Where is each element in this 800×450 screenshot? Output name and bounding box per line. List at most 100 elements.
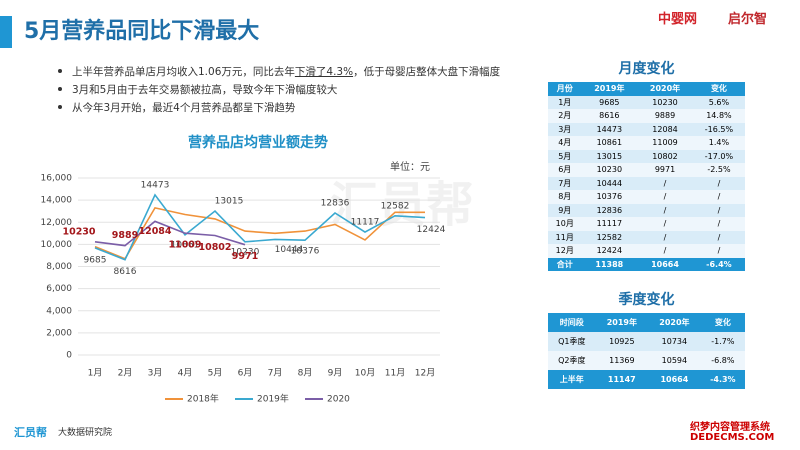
- cell: /: [692, 203, 745, 217]
- bullet-text: ，低于母婴店整体大盘下滑幅度: [353, 66, 501, 78]
- cell: 11147: [595, 370, 649, 389]
- cell: -1.7%: [700, 332, 745, 351]
- x-tick-label: 12月: [415, 368, 435, 379]
- bullet-text: 3月和5月由于去年交易额被拉高，导致今年下滑幅度较大: [72, 84, 338, 96]
- table-row: Q2季度 11369 10594 -6.8%: [548, 351, 745, 370]
- cell: 3月: [548, 122, 582, 136]
- cell: 10664: [637, 257, 693, 271]
- cell: 10月: [548, 217, 582, 231]
- x-tick-label: 11月: [385, 368, 405, 379]
- cell: 10230: [637, 95, 693, 109]
- y-tick-label: 2,000: [46, 328, 72, 338]
- watermark: DEDECMS.COM: [690, 432, 775, 443]
- cell: 12084: [637, 122, 693, 136]
- cell: 9月: [548, 203, 582, 217]
- quarterly-table: 时间段 2019年 2020年 变化 Q1季度 10925 10734 -1.7% Q2季度 11…: [548, 313, 745, 389]
- data-label: 9971: [232, 251, 258, 262]
- table-row: 6月 10230 9971 -2.5%: [548, 163, 745, 177]
- table-row: 合计 11388 10664 -6.4%: [548, 257, 745, 271]
- series-line: [94, 220, 246, 247]
- table-row: 8月 10376//: [548, 190, 745, 204]
- monthly-table: 月份 2019年 2020年 变化 1月 9685 10230 5.6% 2月 8616 9889 1…: [548, 82, 745, 271]
- data-label: 10802: [198, 242, 231, 253]
- cell: /: [692, 176, 745, 190]
- data-label: 12836: [321, 199, 350, 209]
- cell: 1月: [548, 95, 582, 109]
- data-label: 9685: [84, 255, 107, 265]
- cell: /: [692, 244, 745, 258]
- data-label: 11009: [168, 240, 201, 251]
- cell: 11009: [637, 136, 693, 150]
- table-row: 3月 14473 12084 -16.5%: [548, 122, 745, 136]
- x-tick-label: 2月: [118, 368, 133, 379]
- data-label: 10230: [62, 226, 95, 237]
- cell: 11117: [581, 217, 638, 231]
- cell: -2.5%: [692, 163, 745, 177]
- y-tick-label: 0: [66, 351, 72, 361]
- data-label: 10444: [275, 245, 304, 255]
- bullet: 上半年营养品单店月均收入1.06万元，同比去年下滑了4.3%，低于母婴店整体大盘…: [72, 64, 500, 79]
- y-tick-label: 4,000: [46, 306, 72, 316]
- cell: 10444: [581, 176, 638, 190]
- series-line: [94, 193, 426, 261]
- table-row: 12月 12424//: [548, 244, 745, 258]
- table-header: 时间段 2019年 2020年 变化: [548, 313, 745, 332]
- header-cell: 2020年: [637, 82, 693, 96]
- table-header: 月份 2019年 2020年 变化: [548, 82, 745, 96]
- cell: 4月: [548, 136, 582, 150]
- x-tick-label: 6月: [238, 368, 253, 379]
- data-label: 12424: [417, 225, 446, 235]
- cell: 14473: [581, 122, 638, 136]
- cell: 10376: [581, 190, 638, 204]
- data-label: 9889: [112, 230, 138, 241]
- table-title: 季度变化: [618, 292, 675, 308]
- x-tick-label: 5月: [208, 368, 223, 379]
- cell: 10802: [637, 149, 693, 163]
- title-block: [0, 16, 12, 48]
- cell: 10734: [648, 332, 701, 351]
- cell: 10925: [595, 332, 649, 351]
- bullet-dot: [58, 69, 62, 73]
- bullet: 从今年3月开始，最近4个月营养品都呈下滑趋势: [72, 100, 295, 115]
- cell: -17.0%: [692, 149, 745, 163]
- cell: 11月: [548, 230, 582, 244]
- cell: 11369: [595, 351, 649, 370]
- cell: 合计: [548, 257, 582, 271]
- cell: 7月: [548, 176, 582, 190]
- footer-org: 大数据研究院: [58, 428, 113, 438]
- table-row: 9月 12836//: [548, 203, 745, 217]
- y-tick-label: 10,000: [41, 240, 73, 250]
- data-label: 10861: [171, 240, 200, 250]
- unit-label: 单位：元: [390, 160, 430, 173]
- cell: 8月: [548, 190, 582, 204]
- cell: 9685: [581, 95, 638, 109]
- chart: 营养品店均营业额走势 单位：元 0 2,000 4,000 6,000 8,000 10,…: [41, 134, 446, 405]
- legend-label: 2020: [327, 395, 350, 405]
- cell: 10230: [581, 163, 638, 177]
- cell: 14.8%: [692, 109, 745, 123]
- cell: 10861: [581, 136, 638, 150]
- x-tick-label: 9月: [328, 368, 343, 379]
- cell: Q1季度: [548, 332, 596, 351]
- footer-brand: 汇员帮: [14, 426, 47, 439]
- table-row: 11月 12582//: [548, 230, 745, 244]
- cell: /: [692, 190, 745, 204]
- x-tick-label: 3月: [148, 368, 163, 379]
- cell: 5月: [548, 149, 582, 163]
- data-label: 12084: [138, 226, 171, 237]
- y-tick-label: 14,000: [41, 196, 73, 206]
- cell: 12月: [548, 244, 582, 258]
- cell: 12582: [581, 230, 638, 244]
- table-row: 10月 11117//: [548, 217, 745, 231]
- legend-label: 2019年: [257, 393, 289, 405]
- cell: /: [637, 230, 693, 244]
- data-label: 13015: [215, 197, 244, 207]
- cell: 上半年: [548, 370, 596, 389]
- bullet-dot: [58, 87, 62, 91]
- bullet-text: 从今年3月开始，最近4个月营养品都呈下滑趋势: [72, 102, 296, 114]
- cell: -16.5%: [692, 122, 745, 136]
- cell: 2月: [548, 109, 582, 123]
- cell: Q2季度: [548, 351, 596, 370]
- watermark: 汇员帮: [330, 177, 475, 233]
